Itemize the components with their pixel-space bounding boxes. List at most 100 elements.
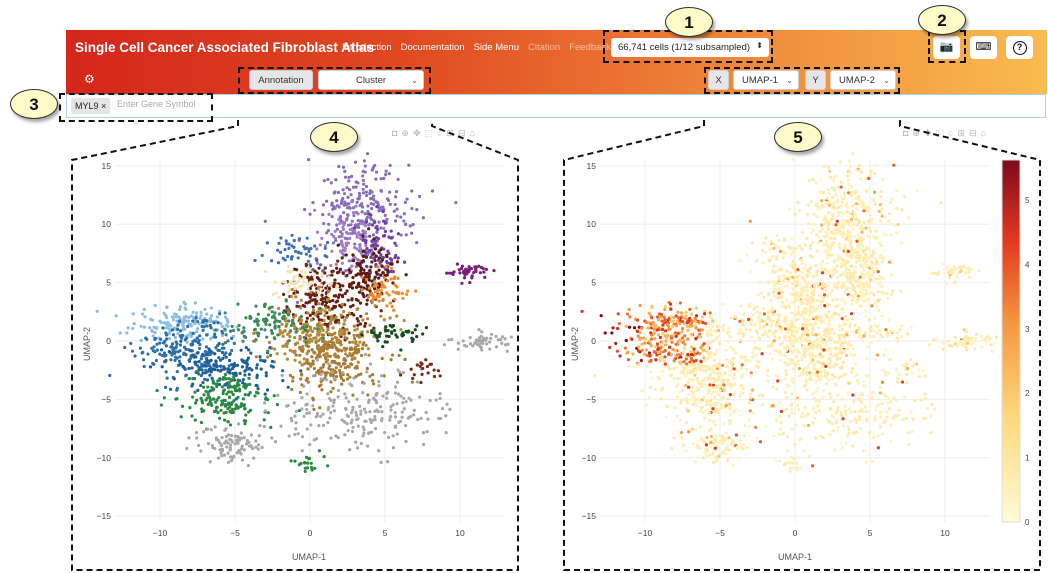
cell-point <box>792 300 797 304</box>
cell-point <box>410 380 414 384</box>
cell-point <box>799 340 803 344</box>
cell-point <box>402 212 406 216</box>
cell-point <box>787 280 791 284</box>
cell-point <box>806 269 810 273</box>
cell-point <box>351 185 356 189</box>
x-axis-select[interactable]: UMAP-1 ⌄ <box>733 70 799 90</box>
nav-introduction[interactable]: Introduction <box>342 42 392 53</box>
cell-point <box>319 383 323 387</box>
annotation-select[interactable]: Cluster ⌄ <box>318 70 424 90</box>
cell-point <box>798 351 802 355</box>
cell-point <box>428 362 432 367</box>
nav-documentation[interactable]: Documentation <box>400 42 465 53</box>
cell-point <box>366 284 370 288</box>
cell-point <box>432 368 436 372</box>
cell-point <box>361 187 365 191</box>
cell-point <box>400 291 404 296</box>
cell-point <box>298 390 302 395</box>
cell-point <box>170 353 174 357</box>
cell-point <box>311 308 316 313</box>
gene-tag-myl9[interactable]: MYL9 × <box>71 98 111 114</box>
cell-point <box>228 402 232 406</box>
cells-subsample-select[interactable]: 66,741 cells (1/12 subsampled) ⬍ <box>611 38 769 57</box>
nav-feedback[interactable]: Feedback <box>569 42 611 53</box>
cell-point <box>748 392 752 396</box>
cell-point <box>313 326 317 331</box>
gene-search-input[interactable]: Enter Gene Symbol <box>117 99 196 109</box>
help-button[interactable]: ? <box>1006 36 1033 59</box>
cell-point <box>780 268 784 272</box>
cell-point <box>420 372 424 376</box>
cell-point <box>648 385 653 390</box>
cell-point <box>209 370 213 374</box>
cell-point <box>815 337 820 341</box>
cell-point <box>789 333 794 337</box>
cell-point <box>715 348 719 353</box>
camera-button[interactable]: 📷 <box>933 36 960 59</box>
cell-point <box>396 291 401 295</box>
cell-point <box>765 322 769 327</box>
cell-point <box>206 427 210 431</box>
cell-point <box>348 305 353 309</box>
cell-point <box>869 265 873 269</box>
cell-point <box>365 247 369 251</box>
cell-point <box>402 219 406 223</box>
cell-point <box>253 394 257 398</box>
cell-point <box>371 418 375 422</box>
cell-point <box>436 369 441 373</box>
cell-point <box>848 281 853 285</box>
cell-point <box>802 338 806 343</box>
cell-point <box>700 365 704 369</box>
cell-point <box>219 358 223 362</box>
cell-point <box>245 365 249 369</box>
cell-point <box>264 396 268 400</box>
nav-side-menu[interactable]: Side Menu <box>473 42 519 53</box>
plot-right-modebar[interactable]: ◘⊕✥⬚○⊞⊟⌂ <box>903 128 990 138</box>
gene-search-bar[interactable]: MYL9 × Enter Gene Symbol <box>66 94 1046 118</box>
cell-point <box>846 343 850 347</box>
cell-point <box>792 340 796 344</box>
cell-point <box>356 212 360 216</box>
y-axis-select[interactable]: UMAP-2 ⌄ <box>830 70 896 90</box>
cell-point <box>338 230 343 234</box>
cell-point <box>313 466 317 470</box>
cell-point <box>323 303 328 308</box>
settings-gear-icon[interactable]: ⚙ <box>84 72 95 86</box>
cell-point <box>849 255 854 259</box>
cell-point <box>263 302 267 306</box>
cell-point <box>798 313 802 317</box>
cell-point <box>833 270 838 274</box>
keyboard-button[interactable]: ⌨ <box>970 36 997 59</box>
cell-point <box>171 348 175 352</box>
cell-point <box>390 330 394 334</box>
cell-point <box>755 310 759 314</box>
cell-point <box>399 233 403 237</box>
cell-point <box>356 319 360 323</box>
cell-point <box>191 339 195 344</box>
cell-point <box>878 241 882 245</box>
cell-point <box>716 392 720 397</box>
cell-point <box>631 352 635 356</box>
cell-point <box>845 347 850 351</box>
cell-point <box>148 365 153 369</box>
cell-point <box>320 369 324 373</box>
cell-point <box>418 364 422 368</box>
cell-point <box>193 360 198 365</box>
cell-point <box>653 337 657 341</box>
cell-point <box>219 368 224 372</box>
cell-point <box>393 195 398 199</box>
plot-left-modebar[interactable]: ◘⊕✥⬚○⊞⊟⌂ <box>392 128 479 138</box>
cell-point <box>889 222 893 226</box>
cell-point <box>118 331 122 335</box>
cell-point <box>767 314 771 318</box>
cell-point <box>309 326 313 330</box>
cell-point <box>395 335 399 339</box>
cell-point <box>236 395 240 399</box>
cell-point <box>199 383 203 388</box>
cell-point <box>686 371 690 375</box>
cell-point <box>856 244 860 248</box>
cell-point <box>321 423 326 427</box>
nav-citation[interactable]: Citation <box>527 42 561 53</box>
